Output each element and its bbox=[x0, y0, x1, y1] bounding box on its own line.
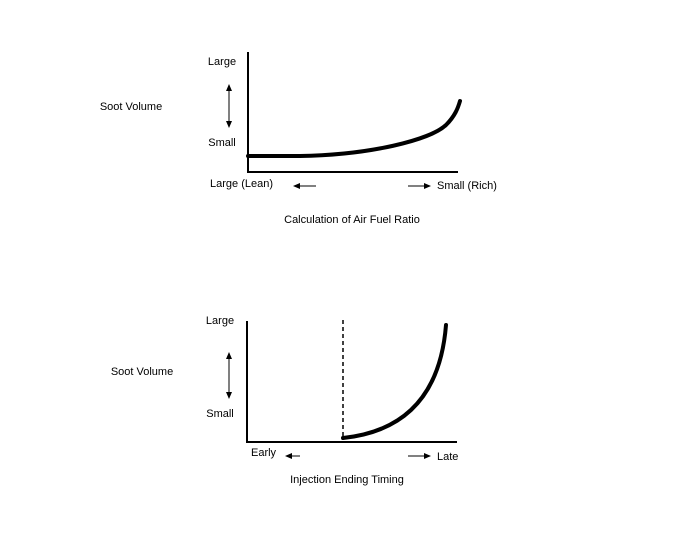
axes bbox=[246, 321, 457, 443]
y-low: Small bbox=[208, 137, 236, 149]
caption: Calculation of Air Fuel Ratio bbox=[284, 214, 420, 226]
axes bbox=[247, 52, 458, 173]
x-high: Small (Rich) bbox=[437, 180, 497, 192]
y-label: Soot Volume bbox=[111, 366, 173, 378]
curve bbox=[246, 99, 462, 158]
y-high: Large bbox=[206, 315, 234, 327]
curve bbox=[341, 323, 448, 440]
diagram-air-fuel: Soot Volume Large Small Large (Lean) Sma… bbox=[100, 52, 497, 226]
x-low: Large (Lean) bbox=[210, 178, 273, 190]
y-label: Soot Volume bbox=[100, 101, 162, 113]
y-high: Large bbox=[208, 56, 236, 68]
x-low: Early bbox=[251, 447, 277, 459]
caption: Injection Ending Timing bbox=[290, 474, 404, 486]
y-low: Small bbox=[206, 408, 234, 420]
x-high: Late bbox=[437, 451, 458, 463]
diagram-injection: Soot Volume Large Small Early Late Injec… bbox=[111, 315, 459, 486]
